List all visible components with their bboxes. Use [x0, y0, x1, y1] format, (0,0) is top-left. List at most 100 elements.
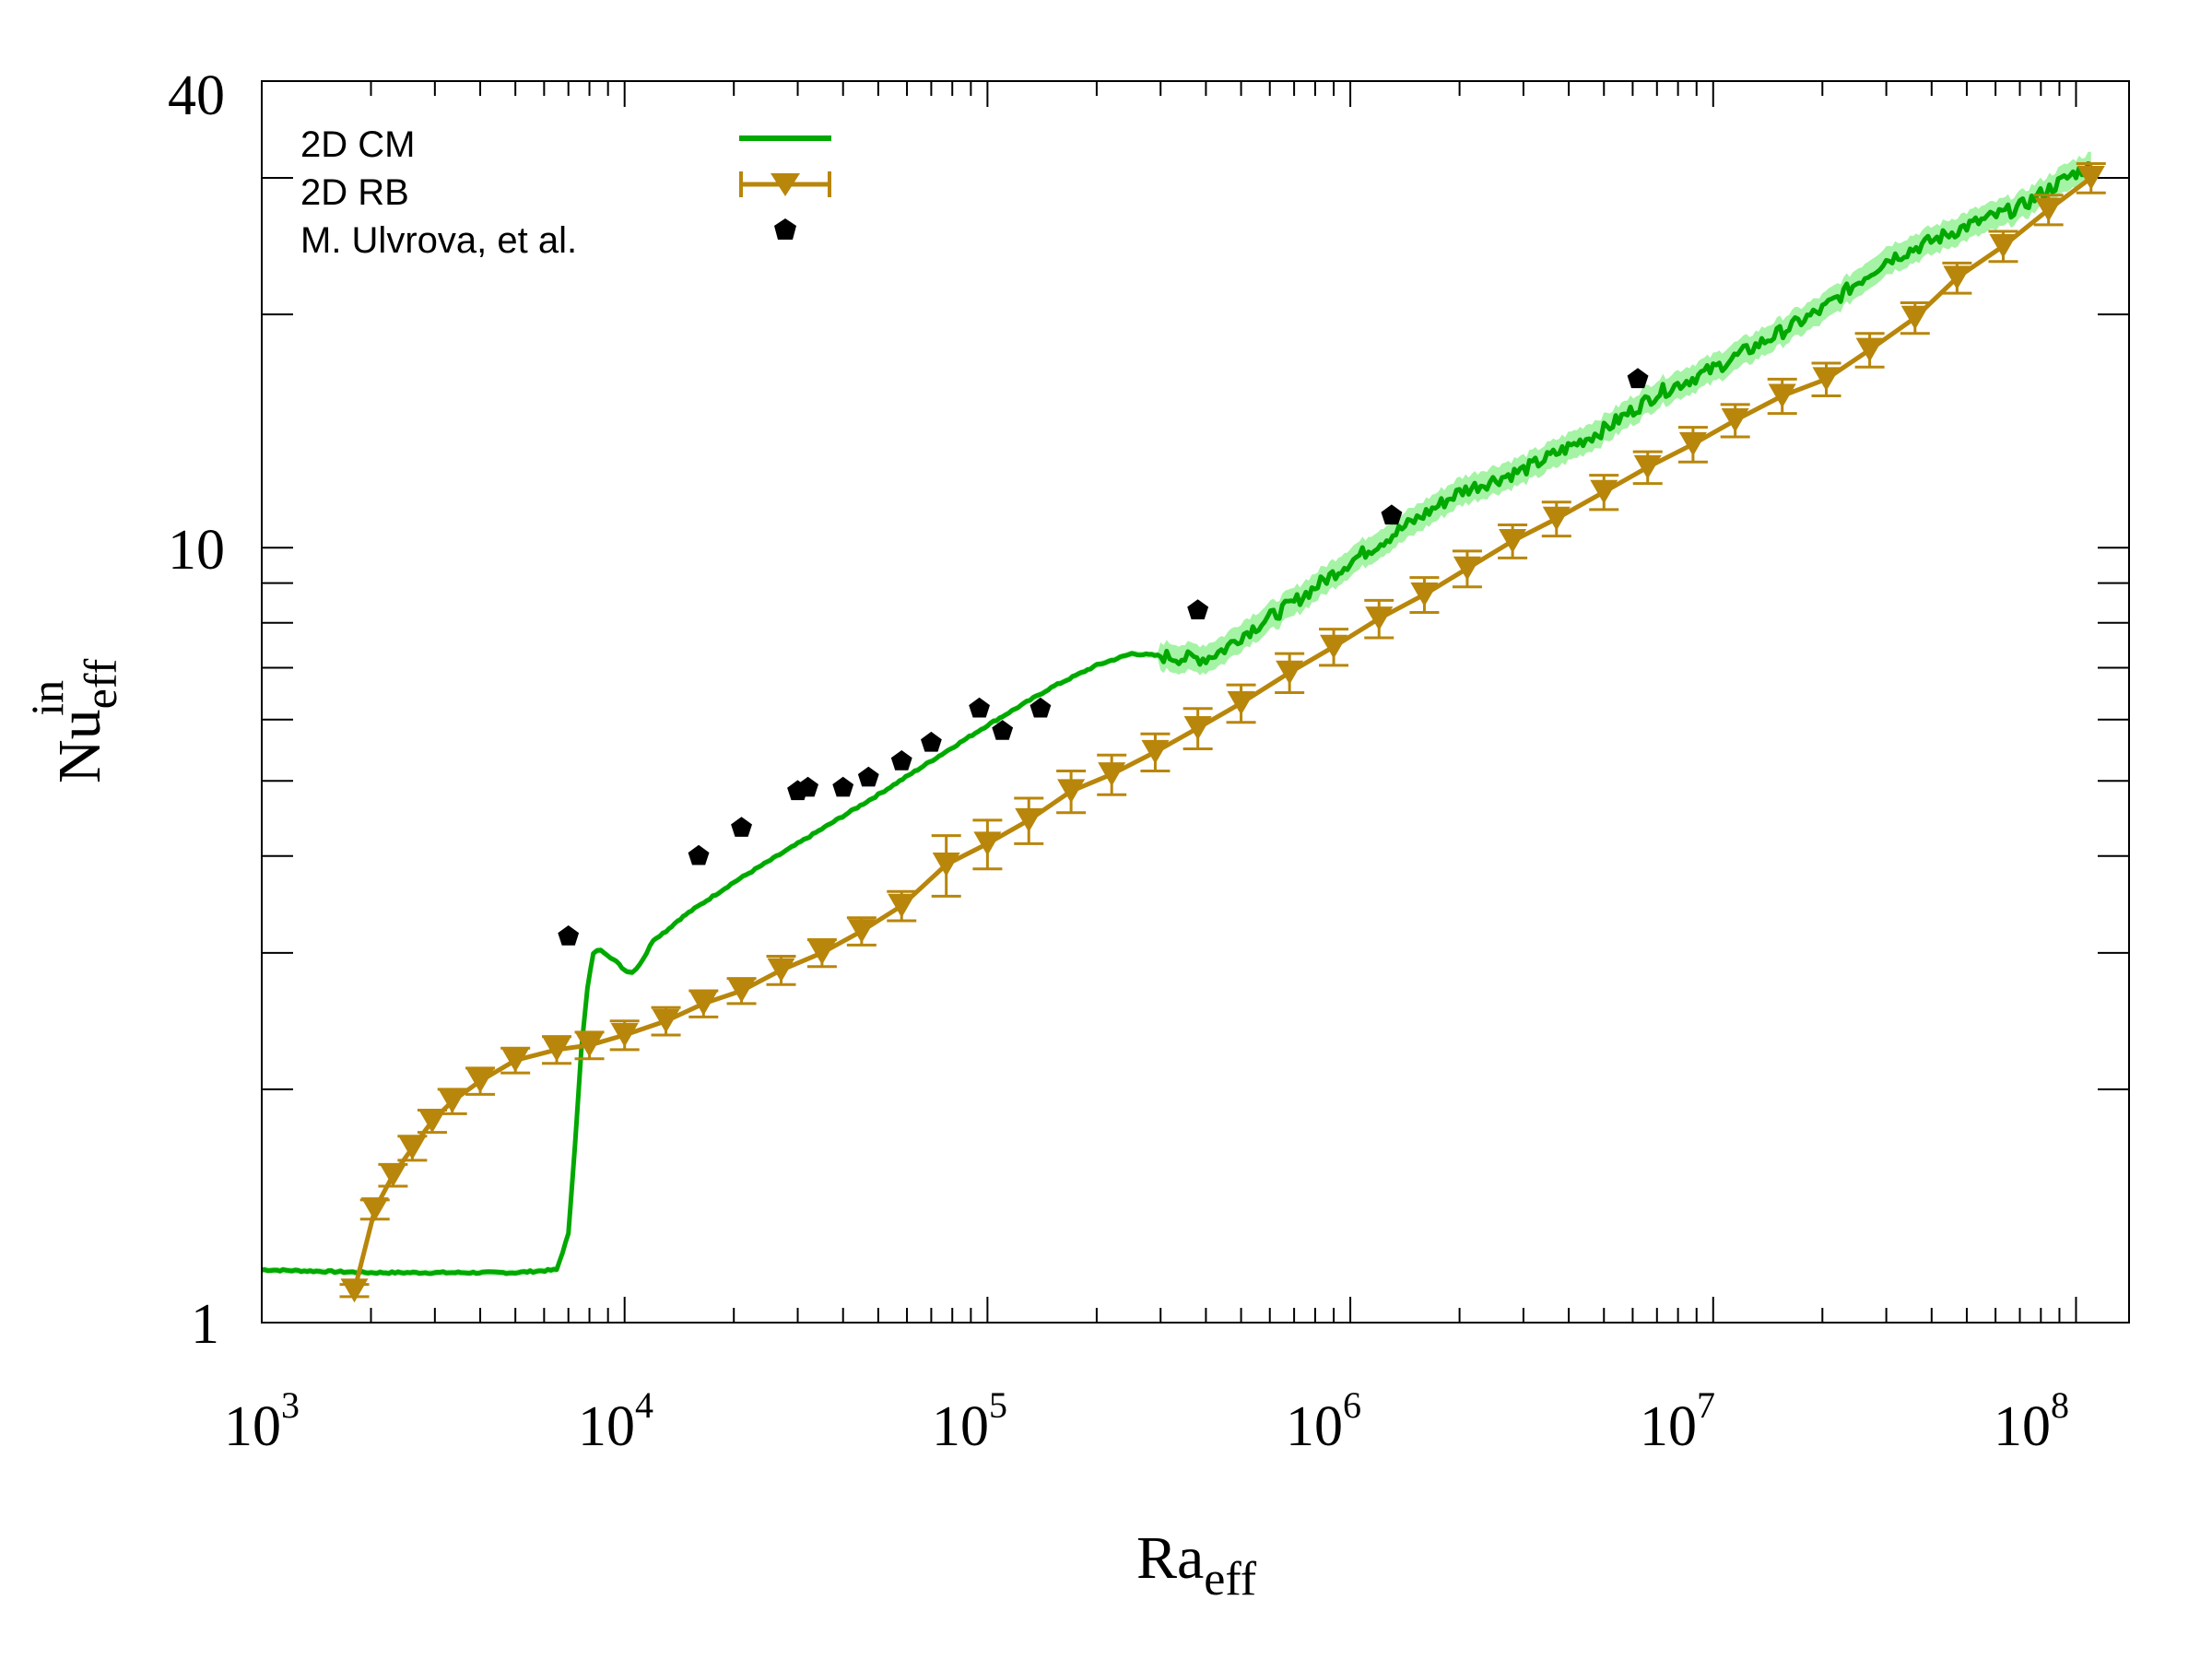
- rb-marker: [466, 1068, 495, 1093]
- rb-point: [931, 834, 961, 898]
- rb-point: [359, 1197, 390, 1222]
- x-tick-label-1000000: 106: [1286, 1384, 1361, 1458]
- y-tick-label-1: 1: [191, 1293, 219, 1356]
- rb-marker: [543, 1037, 571, 1062]
- rb-point: [846, 916, 877, 947]
- rb-marker: [689, 991, 718, 1016]
- plot-frame: [261, 80, 2130, 1324]
- rb-marker: [652, 1008, 680, 1033]
- rb-marker: [1812, 367, 1841, 392]
- ulvrova-point: [731, 817, 752, 837]
- rb-marker: [575, 1033, 604, 1058]
- ulvrova-point: [558, 925, 580, 946]
- rb-marker: [398, 1135, 427, 1160]
- rb-marker: [501, 1048, 530, 1073]
- y-tick-label-40: 40: [168, 65, 225, 127]
- rb-marker: [1453, 556, 1481, 581]
- rb-marker: [1542, 506, 1571, 531]
- rb-point: [1632, 450, 1663, 486]
- rb-marker: [1900, 305, 1929, 330]
- rb-point: [1589, 474, 1619, 512]
- ulvrova-point: [1030, 697, 1052, 718]
- x-tick-labels: 103 104 105 106 107 108: [224, 1384, 2069, 1458]
- legend-label-cm: 2D CM: [300, 124, 415, 165]
- rb-marker: [1721, 408, 1749, 433]
- rb-point: [1226, 683, 1256, 724]
- ulvrova-point: [992, 720, 1014, 740]
- ulvrova-point: [1381, 504, 1403, 525]
- rb-point: [1056, 770, 1087, 815]
- legend-swatch-ulvrova: [774, 218, 796, 240]
- rb-point: [2033, 194, 2064, 227]
- rb-point: [574, 1030, 605, 1061]
- rb-point: [465, 1066, 496, 1096]
- rb-point: [1275, 652, 1305, 695]
- ulvrova-point: [969, 697, 990, 718]
- x-tick-label-10000: 104: [578, 1384, 653, 1458]
- legend: 2D CM 2D RB M. Ulvrova, et al.: [300, 124, 831, 261]
- x-tick-label-100000: 105: [932, 1384, 1007, 1458]
- cm-uncertainty-band: [262, 151, 2091, 1277]
- rb-point: [766, 955, 796, 986]
- rb-point: [1677, 426, 1708, 464]
- rb-point: [2076, 162, 2106, 194]
- series-line-2d-rb: [352, 176, 2093, 1291]
- y-tick-label-10: 10: [168, 519, 225, 582]
- rb-marker: [340, 1278, 369, 1303]
- rb-marker: [1590, 479, 1618, 504]
- rb-marker: [1410, 582, 1439, 607]
- rb-marker: [360, 1197, 389, 1222]
- rb-point: [688, 989, 719, 1018]
- ulvrova-point: [890, 750, 912, 771]
- rb-marker: [1227, 690, 1255, 715]
- rb-point: [1767, 377, 1797, 416]
- ulvrova-point: [797, 776, 818, 797]
- rb-point: [1854, 332, 1885, 369]
- rb-marker: [379, 1162, 407, 1187]
- rb-point: [651, 1006, 681, 1037]
- legend-label-ulvrova: M. Ulvrova, et al.: [300, 220, 577, 261]
- ulvrova-point: [688, 844, 710, 865]
- rb-point: [1541, 500, 1571, 538]
- rb-point: [1811, 361, 1841, 397]
- rb-marker: [1141, 739, 1170, 764]
- rb-point: [1014, 796, 1044, 845]
- rb-marker: [807, 940, 836, 965]
- rb-point: [972, 818, 1003, 871]
- rb-point: [609, 1019, 640, 1052]
- ulvrova-point: [1187, 599, 1209, 619]
- rb-point: [1452, 549, 1482, 589]
- rb-marker: [1320, 634, 1348, 659]
- rb-marker: [1015, 807, 1043, 832]
- rb-marker: [1768, 383, 1796, 408]
- rb-point: [1720, 403, 1750, 439]
- rb-point: [1182, 707, 1213, 751]
- axis-ticks: [261, 81, 2129, 1323]
- rb-marker: [1183, 715, 1212, 740]
- rb-marker: [888, 893, 916, 918]
- rb-marker: [1633, 454, 1662, 479]
- x-tick-label-1000: 103: [224, 1384, 300, 1458]
- x-tick-label-100000000: 108: [1994, 1384, 2069, 1458]
- plot-area: [261, 151, 2106, 1303]
- rb-point: [542, 1035, 572, 1065]
- rb-point: [1097, 753, 1127, 796]
- rb-marker: [610, 1023, 639, 1048]
- rb-point: [437, 1088, 467, 1115]
- rb-marker: [1678, 431, 1707, 456]
- rb-marker: [1276, 660, 1304, 685]
- x-axis-label: Raeff: [1136, 1524, 1257, 1606]
- rb-point: [806, 938, 837, 969]
- rb-marker: [2077, 166, 2105, 191]
- rb-marker: [438, 1088, 466, 1113]
- rb-marker: [847, 919, 876, 944]
- rb-marker: [1989, 233, 2018, 258]
- rb-point: [339, 1278, 370, 1303]
- rb-marker: [1057, 779, 1086, 804]
- rb-point: [1900, 301, 1930, 335]
- rb-point: [378, 1162, 408, 1188]
- rb-point: [397, 1135, 428, 1162]
- y-axis-label: Nueffin: [21, 658, 126, 783]
- rb-point: [726, 977, 757, 1006]
